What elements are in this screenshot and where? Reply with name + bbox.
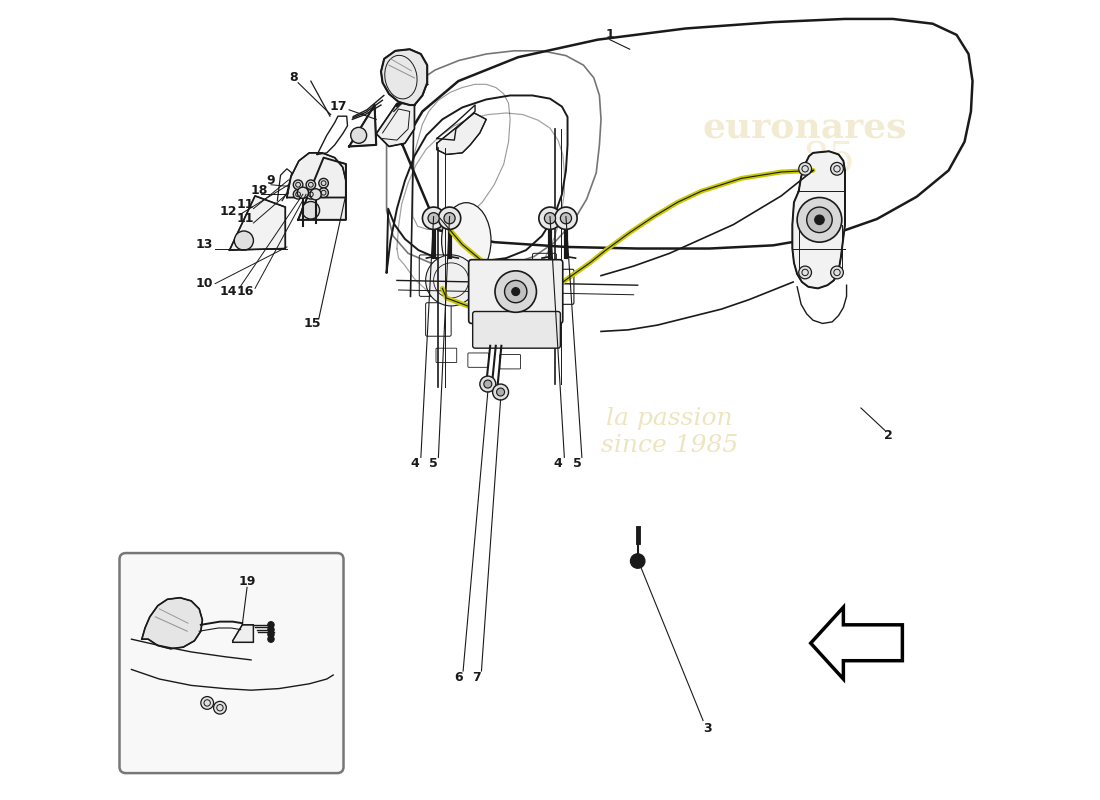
Circle shape [495, 271, 537, 312]
Circle shape [267, 636, 274, 642]
Circle shape [560, 213, 572, 224]
Circle shape [428, 213, 439, 224]
FancyBboxPatch shape [469, 260, 563, 323]
Circle shape [444, 213, 455, 224]
Text: 4: 4 [410, 458, 419, 470]
Polygon shape [437, 113, 486, 154]
Circle shape [480, 376, 496, 392]
Circle shape [493, 384, 508, 400]
Circle shape [539, 207, 561, 230]
Circle shape [213, 702, 227, 714]
Circle shape [799, 266, 812, 279]
Text: 5: 5 [573, 458, 582, 470]
Text: 9: 9 [266, 174, 275, 187]
Circle shape [426, 255, 476, 306]
Text: 4: 4 [553, 458, 562, 470]
Polygon shape [381, 50, 427, 105]
Circle shape [815, 215, 824, 225]
Circle shape [319, 178, 329, 188]
FancyBboxPatch shape [473, 311, 560, 348]
Circle shape [505, 281, 527, 302]
Circle shape [294, 180, 302, 190]
Text: 7: 7 [472, 671, 481, 684]
Polygon shape [376, 103, 415, 146]
Circle shape [799, 162, 812, 175]
Circle shape [306, 180, 316, 190]
Text: 15: 15 [304, 317, 321, 330]
Text: 5: 5 [429, 458, 438, 470]
Circle shape [830, 266, 844, 279]
Polygon shape [792, 151, 845, 288]
Polygon shape [142, 598, 202, 649]
Circle shape [310, 189, 321, 200]
Circle shape [496, 388, 505, 396]
Text: 12: 12 [219, 206, 236, 218]
Circle shape [544, 213, 556, 224]
Text: 16: 16 [236, 285, 254, 298]
Text: 85: 85 [803, 140, 856, 182]
Text: 18: 18 [251, 184, 267, 197]
Text: euronares: euronares [703, 112, 907, 146]
Circle shape [294, 190, 302, 199]
Circle shape [267, 622, 274, 628]
Circle shape [319, 188, 329, 198]
Text: 19: 19 [239, 575, 255, 588]
Text: 8: 8 [289, 70, 298, 84]
Polygon shape [349, 105, 376, 146]
Text: la passion
since 1985: la passion since 1985 [601, 407, 738, 457]
Text: 11: 11 [236, 198, 254, 211]
Circle shape [297, 187, 308, 198]
Circle shape [267, 631, 274, 638]
Circle shape [267, 626, 274, 633]
Circle shape [201, 697, 213, 710]
Circle shape [302, 202, 320, 219]
Circle shape [512, 287, 519, 295]
Text: 14: 14 [219, 285, 236, 298]
Text: 2: 2 [884, 430, 893, 442]
Text: 11: 11 [236, 212, 254, 225]
Circle shape [630, 554, 645, 568]
Circle shape [351, 127, 366, 143]
Polygon shape [811, 607, 902, 679]
Circle shape [806, 207, 833, 233]
Circle shape [234, 231, 253, 250]
Text: 17: 17 [330, 100, 348, 113]
Text: 3: 3 [704, 722, 712, 735]
Polygon shape [233, 625, 253, 642]
Circle shape [830, 162, 844, 175]
Polygon shape [287, 153, 345, 198]
Circle shape [422, 207, 444, 230]
Ellipse shape [441, 202, 491, 278]
Circle shape [798, 198, 842, 242]
Text: 10: 10 [196, 277, 212, 290]
Text: 13: 13 [196, 238, 212, 251]
Text: 1: 1 [605, 28, 614, 42]
Polygon shape [230, 196, 285, 250]
Circle shape [439, 207, 461, 230]
Circle shape [554, 207, 578, 230]
Polygon shape [298, 158, 345, 220]
Circle shape [306, 190, 316, 199]
Text: 6: 6 [454, 671, 463, 684]
FancyBboxPatch shape [120, 553, 343, 773]
Circle shape [484, 380, 492, 388]
